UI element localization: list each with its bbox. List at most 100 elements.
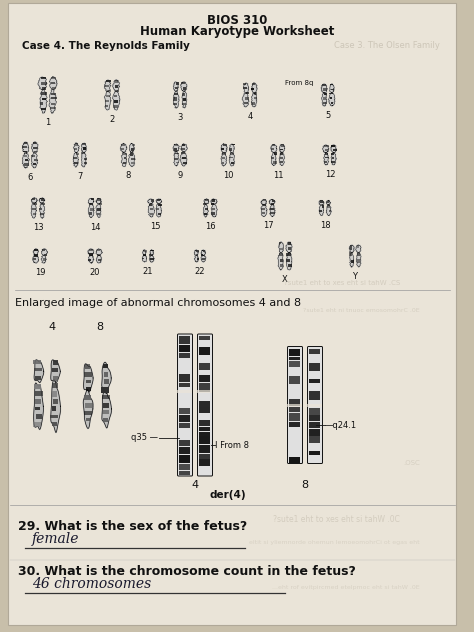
Bar (310, 408, 320, 415)
Polygon shape (173, 91, 179, 108)
Bar (52, 368, 58, 372)
Bar (53, 87, 56, 89)
Polygon shape (326, 205, 331, 216)
Bar (200, 384, 210, 392)
Polygon shape (326, 200, 330, 205)
Text: 11: 11 (273, 171, 283, 179)
Polygon shape (181, 144, 187, 152)
Bar (290, 422, 301, 427)
Bar (150, 258, 154, 260)
Bar (82, 143, 86, 145)
Bar (180, 383, 191, 387)
Bar (104, 379, 109, 384)
Bar (104, 85, 109, 87)
Polygon shape (278, 253, 283, 270)
Bar (41, 92, 47, 95)
Bar (41, 77, 46, 79)
Bar (200, 459, 210, 466)
Bar (280, 149, 283, 150)
Text: 17: 17 (263, 221, 273, 231)
Bar (280, 259, 283, 262)
Bar (325, 157, 329, 159)
Polygon shape (113, 91, 120, 110)
Bar (279, 241, 282, 244)
Text: X: X (282, 275, 288, 284)
Bar (84, 395, 91, 400)
Bar (251, 102, 255, 105)
Bar (288, 247, 292, 250)
Bar (180, 447, 191, 454)
Polygon shape (203, 204, 208, 217)
Bar (205, 208, 208, 210)
Polygon shape (279, 145, 285, 152)
Bar (327, 201, 329, 203)
Bar (254, 97, 257, 99)
Polygon shape (128, 152, 135, 167)
Bar (34, 360, 41, 364)
Polygon shape (324, 152, 329, 165)
Bar (180, 440, 191, 446)
Bar (33, 142, 36, 144)
Bar (53, 399, 57, 404)
Bar (205, 199, 209, 201)
Text: 29. What is the sex of the fetus?: 29. What is the sex of the fetus? (18, 520, 247, 533)
Bar (103, 403, 109, 408)
Bar (200, 445, 210, 453)
Polygon shape (211, 204, 217, 217)
Bar (103, 364, 108, 368)
Text: 22: 22 (195, 267, 205, 276)
Polygon shape (147, 199, 154, 204)
Bar (97, 253, 100, 256)
Bar (201, 253, 203, 255)
Polygon shape (41, 249, 47, 255)
Bar (310, 391, 320, 399)
Polygon shape (286, 253, 292, 270)
Bar (180, 408, 191, 414)
Bar (23, 151, 27, 152)
Bar (286, 259, 291, 262)
Bar (175, 87, 178, 89)
Bar (229, 148, 232, 150)
Bar (251, 88, 254, 90)
Bar (173, 103, 177, 105)
Bar (180, 455, 191, 463)
Bar (357, 253, 360, 257)
Polygon shape (261, 205, 267, 217)
Bar (271, 212, 274, 214)
Bar (180, 345, 191, 351)
Bar (290, 399, 301, 406)
Polygon shape (269, 200, 275, 205)
Bar (195, 250, 199, 252)
Bar (211, 212, 215, 214)
Bar (22, 147, 27, 148)
Bar (174, 157, 178, 160)
Text: —q24.1: —q24.1 (325, 420, 357, 430)
Bar (329, 92, 333, 94)
Bar (97, 249, 100, 251)
Bar (246, 92, 249, 94)
Text: From 8q: From 8q (285, 80, 313, 86)
Polygon shape (121, 152, 127, 167)
Bar (151, 199, 154, 202)
Bar (323, 97, 326, 100)
FancyBboxPatch shape (288, 346, 302, 463)
Bar (145, 250, 147, 252)
FancyBboxPatch shape (177, 334, 192, 476)
Bar (319, 210, 322, 212)
Bar (290, 356, 301, 360)
Bar (114, 95, 118, 97)
Polygon shape (173, 152, 179, 166)
Bar (25, 159, 28, 161)
Polygon shape (89, 255, 94, 263)
Bar (98, 258, 101, 261)
Polygon shape (251, 93, 257, 107)
Bar (33, 422, 41, 427)
Polygon shape (194, 250, 199, 255)
Bar (51, 82, 55, 84)
Polygon shape (88, 249, 94, 255)
Bar (222, 162, 225, 164)
Polygon shape (242, 93, 249, 107)
Bar (52, 76, 56, 79)
Bar (89, 212, 92, 214)
Polygon shape (271, 152, 276, 166)
